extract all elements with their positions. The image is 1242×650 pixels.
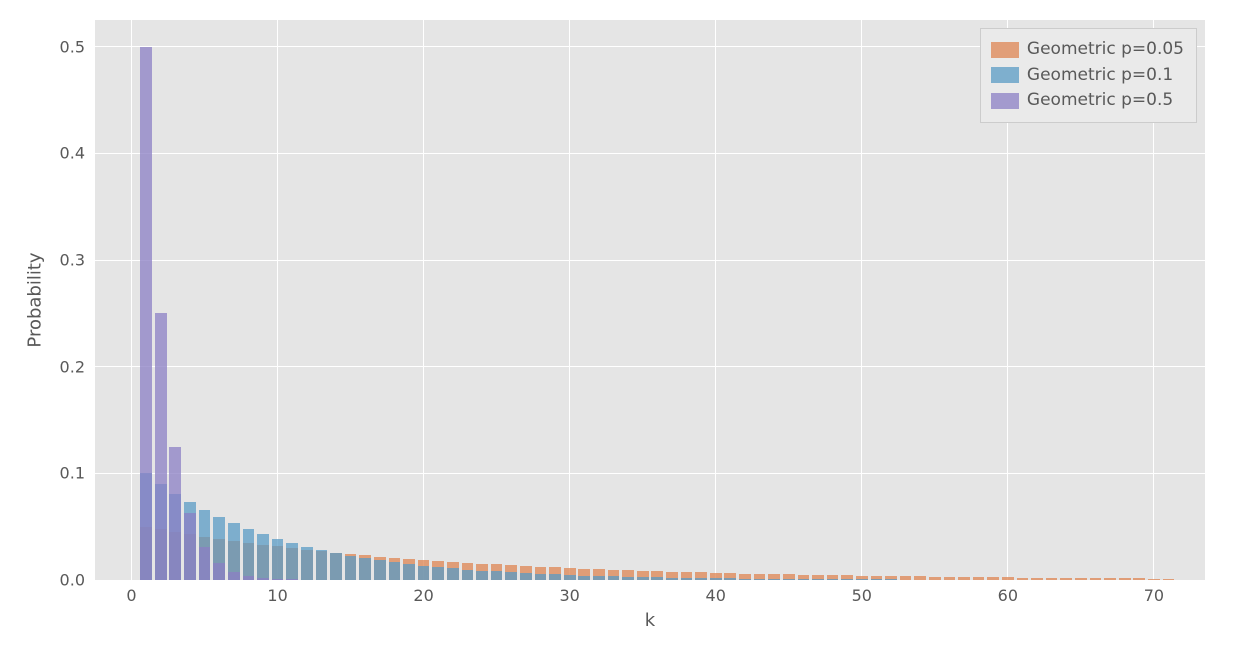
bar xyxy=(155,313,167,580)
bar xyxy=(520,573,532,580)
x-tick-label: 0 xyxy=(126,586,136,605)
bar xyxy=(1163,579,1175,580)
bar xyxy=(418,566,430,580)
bar xyxy=(330,553,342,580)
bar xyxy=(243,576,255,580)
bar xyxy=(316,550,328,580)
bar xyxy=(535,574,547,580)
bar xyxy=(1060,578,1072,580)
bar xyxy=(140,47,152,580)
bar xyxy=(564,575,576,580)
bar xyxy=(710,578,722,580)
bar xyxy=(695,578,707,580)
x-tick-label: 10 xyxy=(267,586,287,605)
bar xyxy=(798,579,810,580)
legend-swatch xyxy=(991,42,1019,58)
bar xyxy=(841,579,853,580)
y-tick-label: 0.0 xyxy=(60,571,85,590)
bar xyxy=(1002,577,1014,580)
bar xyxy=(286,543,298,580)
bar xyxy=(1119,578,1131,580)
bar xyxy=(681,578,693,580)
bar xyxy=(301,547,313,580)
x-tick-label: 60 xyxy=(998,586,1018,605)
bar xyxy=(622,577,634,580)
bar xyxy=(228,572,240,580)
bar xyxy=(169,447,181,580)
legend-item: Geometric p=0.1 xyxy=(991,63,1184,89)
bar xyxy=(608,576,620,580)
bar xyxy=(754,579,766,580)
bar xyxy=(724,578,736,580)
bar xyxy=(987,577,999,580)
bar xyxy=(1075,578,1087,580)
bar xyxy=(1133,578,1145,580)
bar xyxy=(856,579,868,580)
y-tick-label: 0.2 xyxy=(60,357,85,376)
legend-item: Geometric p=0.5 xyxy=(991,88,1184,114)
figure: 0 10 20 30 40 50 60 70 0.0 0.1 0.2 0.3 0.4 0.5 k Prob… xyxy=(0,0,1242,650)
y-tick-label: 0.1 xyxy=(60,464,85,483)
legend-item: Geometric p=0.05 xyxy=(991,37,1184,63)
bar xyxy=(476,571,488,580)
bar xyxy=(1017,578,1029,580)
bar xyxy=(549,574,561,580)
bar xyxy=(827,579,839,580)
bar xyxy=(257,578,269,580)
bar xyxy=(374,560,386,580)
bar xyxy=(389,562,401,580)
bar xyxy=(505,572,517,580)
legend-swatch xyxy=(991,67,1019,83)
bar xyxy=(812,579,824,580)
x-tick-label: 70 xyxy=(1144,586,1164,605)
bar xyxy=(885,579,897,580)
bar xyxy=(637,577,649,580)
bar xyxy=(359,558,371,580)
bar xyxy=(199,547,211,580)
bar xyxy=(257,534,269,580)
bar xyxy=(1104,578,1116,580)
bar xyxy=(578,576,590,580)
legend-swatch xyxy=(991,93,1019,109)
x-tick-label: 20 xyxy=(413,586,433,605)
y-axis-label: Probability xyxy=(25,252,46,347)
bar xyxy=(345,556,357,580)
bar xyxy=(871,579,883,580)
bar xyxy=(666,578,678,580)
y-tick-label: 0.5 xyxy=(60,37,85,56)
bar xyxy=(1090,578,1102,580)
bar xyxy=(184,513,196,580)
legend: Geometric p=0.05Geometric p=0.1Geometric… xyxy=(980,28,1197,123)
bar xyxy=(272,539,284,580)
bar xyxy=(739,579,751,580)
bar xyxy=(243,529,255,580)
bar xyxy=(1148,579,1160,580)
bar xyxy=(286,579,298,580)
bar xyxy=(1046,578,1058,580)
bar xyxy=(973,577,985,580)
bar xyxy=(491,571,503,580)
legend-label: Geometric p=0.05 xyxy=(1027,37,1184,63)
bar xyxy=(403,564,415,580)
y-tick-label: 0.4 xyxy=(60,144,85,163)
y-tick-label: 0.3 xyxy=(60,251,85,270)
bar xyxy=(432,567,444,580)
bar xyxy=(462,570,474,580)
x-axis-label: k xyxy=(645,610,655,631)
x-tick-label: 50 xyxy=(852,586,872,605)
legend-label: Geometric p=0.1 xyxy=(1027,63,1173,89)
bar xyxy=(651,577,663,580)
x-tick-label: 30 xyxy=(559,586,579,605)
bar xyxy=(768,579,780,580)
bar xyxy=(447,568,459,580)
bar xyxy=(593,576,605,580)
legend-label: Geometric p=0.5 xyxy=(1027,88,1173,114)
bar xyxy=(272,579,284,580)
bar xyxy=(783,579,795,580)
bar xyxy=(213,563,225,580)
x-tick-label: 40 xyxy=(706,586,726,605)
bar xyxy=(1031,578,1043,580)
